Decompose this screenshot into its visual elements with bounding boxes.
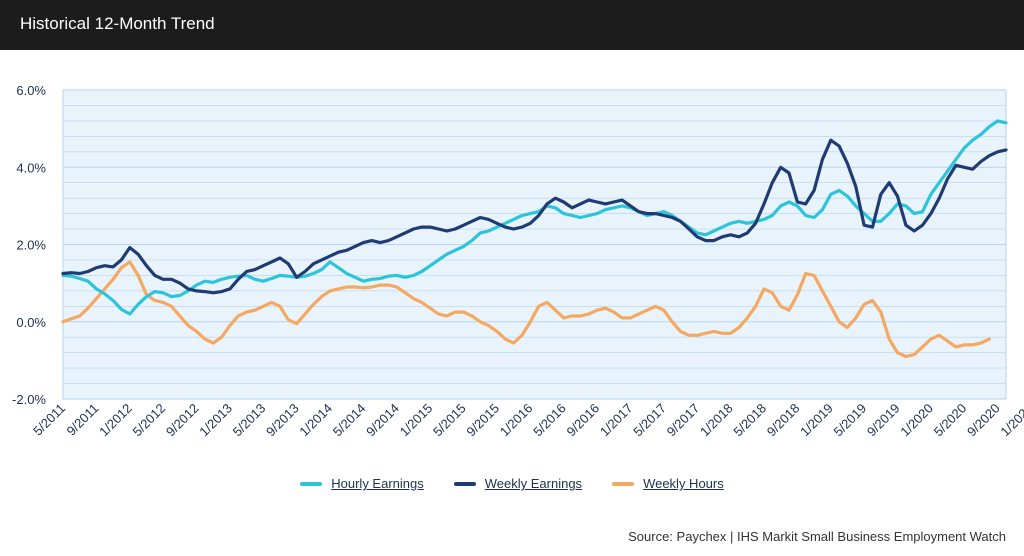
chart-legend: Hourly Earnings Weekly Earnings Weekly H… (0, 476, 1024, 491)
x-tick-label: 5/2019 (831, 401, 870, 440)
x-tick-label: 9/2016 (563, 401, 602, 440)
x-tick-label: 1/2014 (296, 401, 335, 440)
x-tick-label: 9/2013 (263, 401, 302, 440)
legend-swatch-hourly-earnings (300, 481, 323, 486)
grid-lines (62, 89, 1007, 400)
series-line-hourly-earnings (61, 119, 1008, 316)
x-tick-label: 5/2012 (130, 401, 169, 440)
legend-item-weekly-earnings[interactable]: Weekly Earnings (453, 476, 583, 491)
x-tick-label: 1/2012 (96, 401, 135, 440)
series-lines (61, 119, 1008, 359)
x-tick-label: 1/2021 (997, 401, 1024, 440)
x-tick-label: 9/2018 (764, 401, 803, 440)
x-tick-label: 1/2020 (897, 401, 936, 440)
x-tick-label: 5/2017 (630, 401, 669, 440)
x-tick-label: 1/2019 (797, 401, 836, 440)
x-tick-label: 1/2015 (397, 401, 436, 440)
legend-label-weekly-hours: Weekly Hours (643, 476, 724, 491)
y-tick-label: 6.0% (16, 83, 46, 98)
y-axis: -2.0% 0.0% 2.0% 4.0% 6.0% (12, 83, 46, 407)
x-tick-label: 9/2011 (63, 401, 101, 439)
x-tick-label: 9/2015 (463, 401, 502, 440)
x-tick-label: 9/2017 (664, 401, 703, 440)
chart-title: Historical 12-Month Trend (20, 14, 215, 33)
x-tick-label: 5/2014 (330, 401, 369, 440)
legend-label-weekly-earnings: Weekly Earnings (484, 476, 583, 491)
y-tick-label: -2.0% (12, 392, 46, 407)
source-note: Source: Paychex | IHS Markit Small Busin… (628, 529, 1006, 544)
y-tick-label: 0.0% (16, 315, 46, 330)
x-tick-label: 1/2018 (697, 401, 736, 440)
series-line-weekly-earnings (61, 138, 1008, 295)
legend-label-hourly-earnings: Hourly Earnings (331, 476, 424, 491)
x-tick-label: 5/2018 (730, 401, 769, 440)
x-tick-label: 9/2019 (864, 401, 903, 440)
x-tick-label: 5/2016 (530, 401, 569, 440)
y-tick-label: 2.0% (16, 238, 46, 253)
x-tick-label: 5/2013 (230, 401, 269, 440)
x-tick-label: 1/2016 (497, 401, 536, 440)
x-tick-label: 1/2013 (196, 401, 235, 440)
x-tick-label: 9/2020 (964, 401, 1003, 440)
x-tick-label: 9/2012 (163, 401, 202, 440)
x-tick-label: 5/2020 (931, 401, 970, 440)
legend-swatch-weekly-earnings (453, 481, 476, 486)
legend-item-hourly-earnings[interactable]: Hourly Earnings (300, 476, 424, 491)
line-chart: -2.0% 0.0% 2.0% 4.0% 6.0% 5/20119/20111/2012… (12, 83, 1024, 440)
x-tick-label: 5/2015 (430, 401, 469, 440)
x-tick-label: 1/2017 (597, 401, 636, 440)
x-axis: 5/20119/20111/20125/20129/20121/20135/20… (30, 401, 1024, 440)
legend-swatch-weekly-hours (612, 481, 635, 486)
series-line-weekly-hours (61, 260, 991, 359)
y-tick-label: 4.0% (16, 160, 46, 175)
x-tick-label: 9/2014 (363, 401, 402, 440)
chart-title-bar: Historical 12-Month Trend (0, 0, 1024, 50)
legend-item-weekly-hours[interactable]: Weekly Hours (612, 476, 724, 491)
